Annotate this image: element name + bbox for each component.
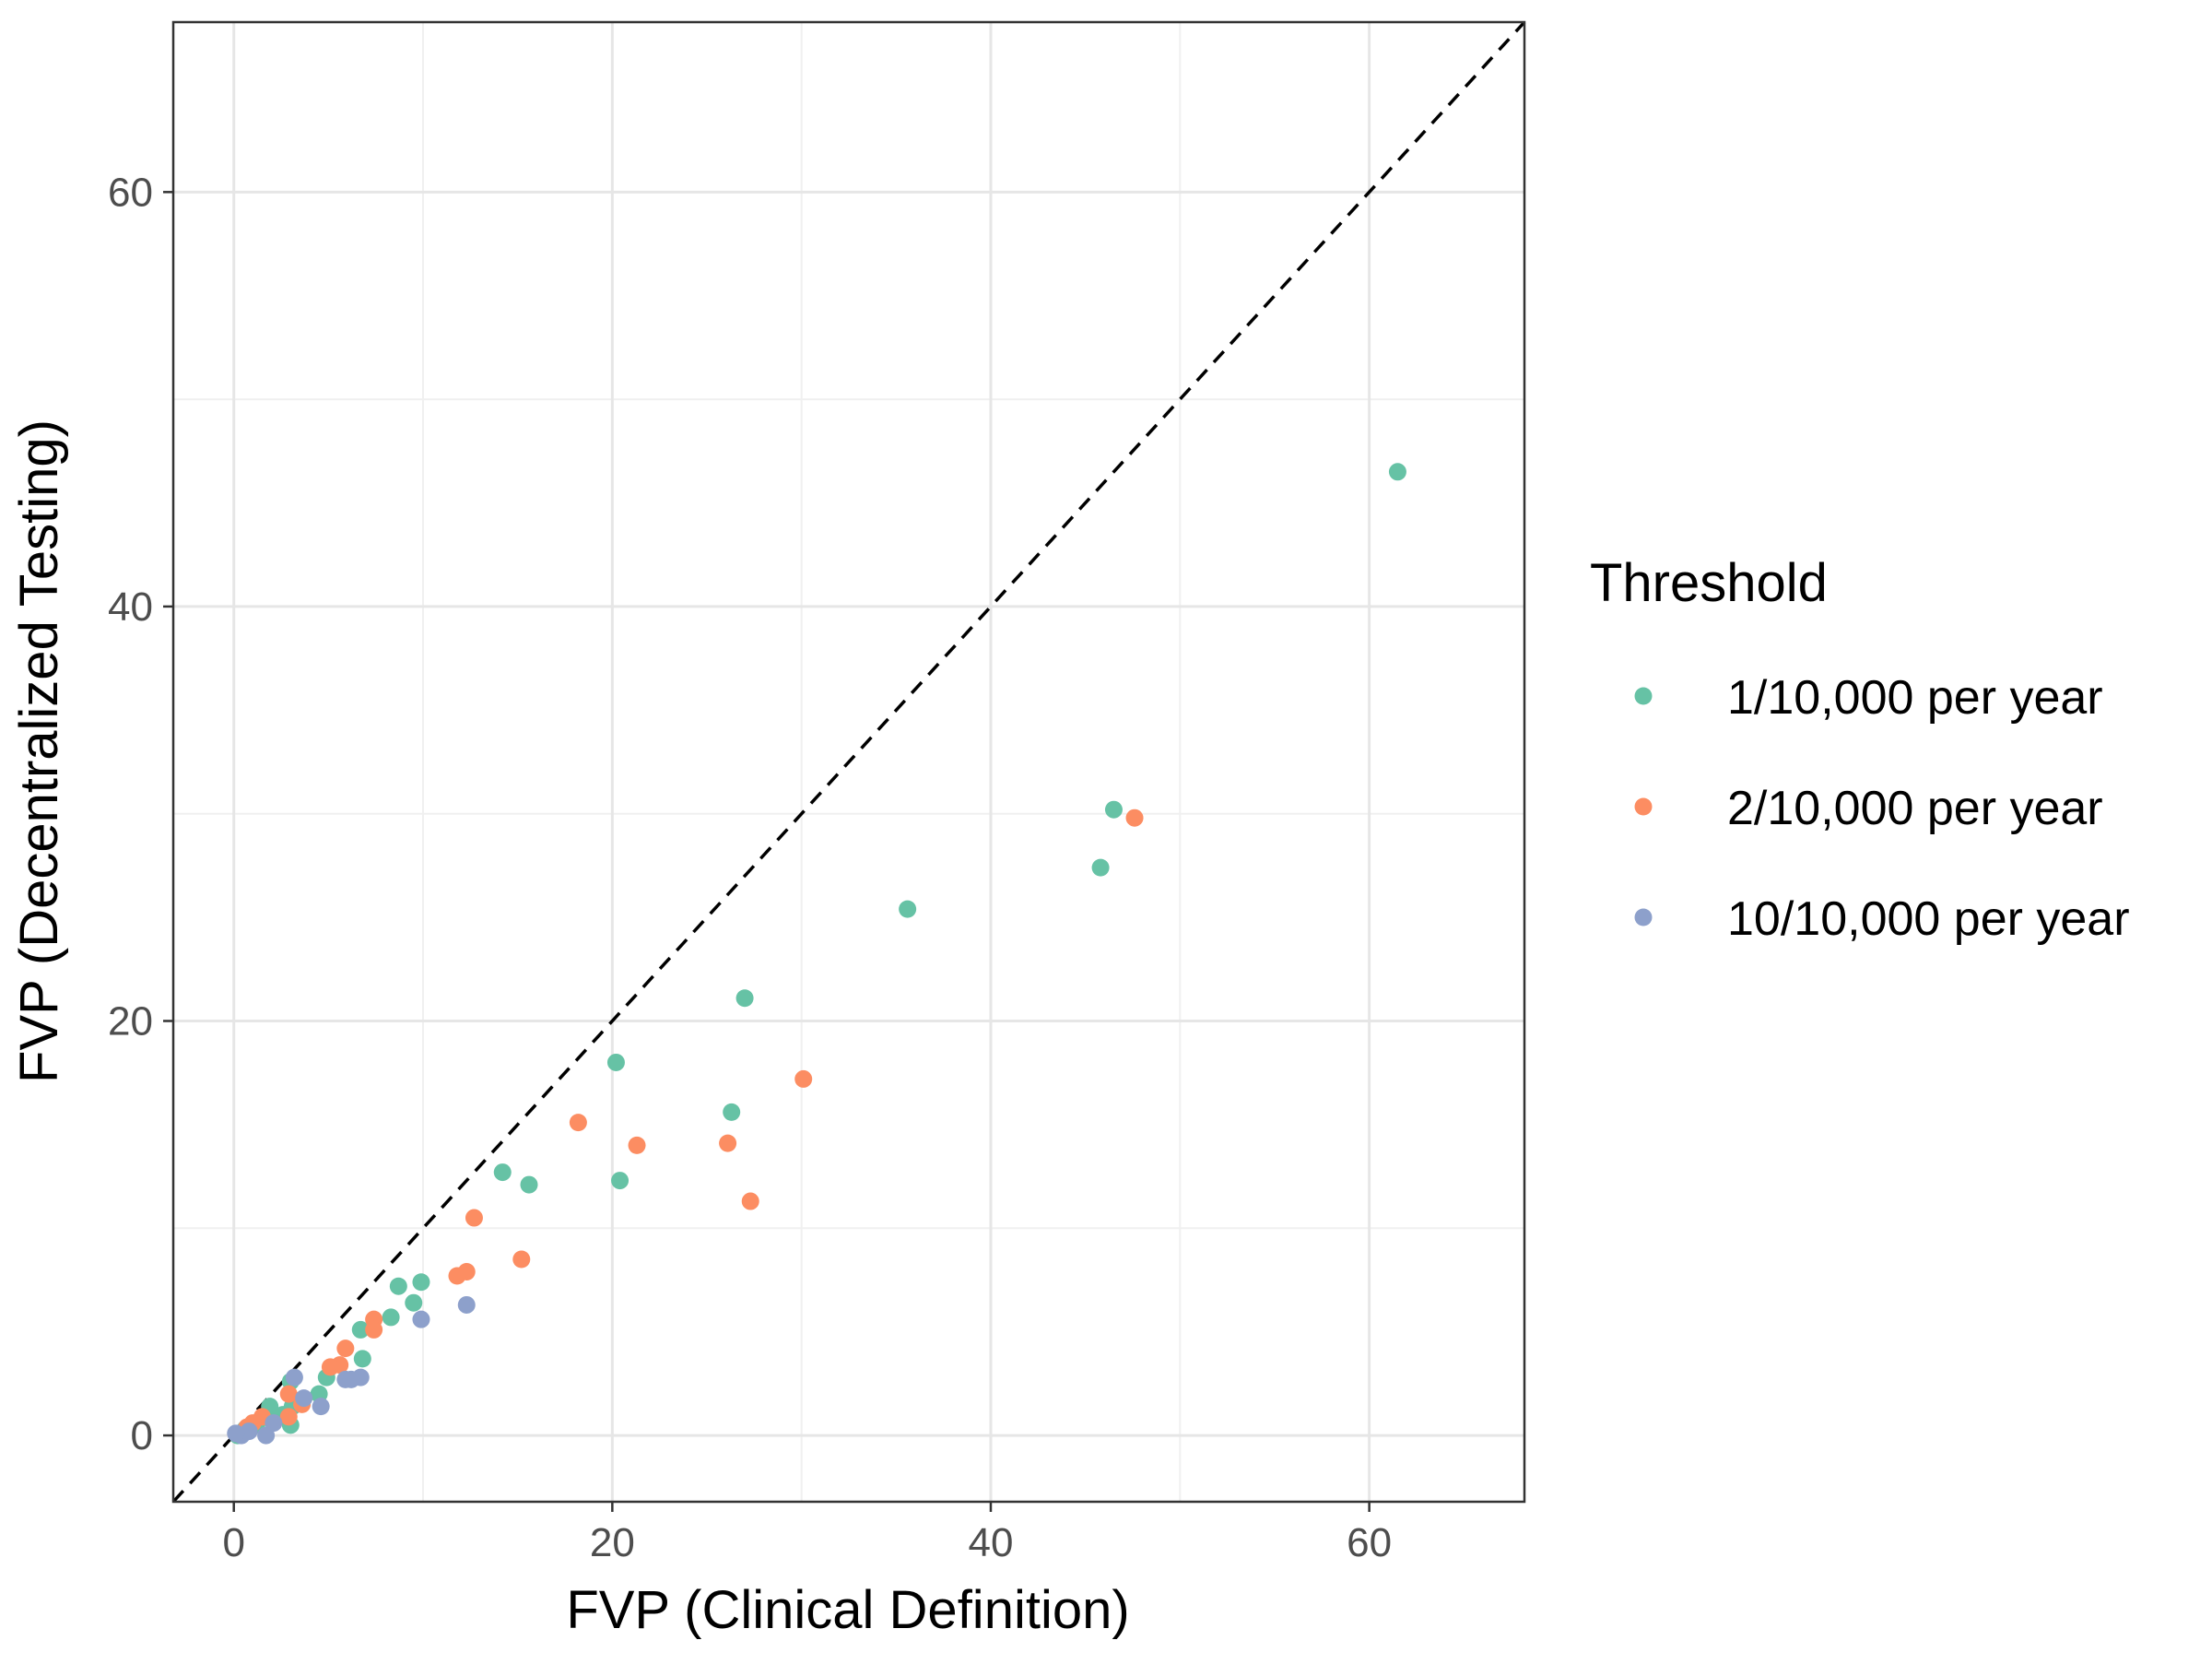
y-tick-label: 0	[131, 1413, 153, 1458]
panel-border	[171, 20, 1526, 1504]
data-point	[351, 1320, 370, 1339]
data-point	[1104, 800, 1123, 819]
legend-key	[1634, 908, 1653, 926]
legend-key	[1634, 797, 1653, 816]
x-axis-ticks: 0 20 40 60	[222, 1502, 1392, 1565]
data-point	[723, 1103, 741, 1121]
data-point	[342, 1370, 360, 1388]
data-point	[321, 1358, 339, 1376]
legend-label: 10/10,000 per year	[1727, 892, 2130, 946]
x-tick-label: 60	[1347, 1520, 1392, 1565]
data-point	[295, 1389, 313, 1408]
panel-frame	[171, 20, 1526, 1504]
data-point	[719, 1134, 737, 1152]
data-point	[611, 1172, 629, 1190]
data-point	[569, 1114, 587, 1132]
data-point	[1388, 463, 1406, 481]
x-axis-label: FVP (Clinical Definition)	[566, 1580, 1129, 1640]
data-point	[794, 1069, 813, 1088]
data-point	[279, 1385, 298, 1403]
identity-reference-line	[171, 20, 1526, 1504]
data-point	[257, 1426, 276, 1445]
data-point	[465, 1209, 483, 1227]
data-point	[899, 900, 917, 918]
minor-gridlines	[173, 22, 1524, 1502]
legend-title: Threshold	[1590, 553, 1828, 613]
legend-key	[1634, 687, 1653, 705]
data-point	[312, 1398, 330, 1416]
legend-items: 1/10,000 per year 2/10,000 per year 10/10,…	[1634, 671, 2130, 946]
data-point	[382, 1308, 400, 1327]
data-points	[227, 463, 1406, 1445]
data-point	[606, 1053, 625, 1071]
legend-label: 2/10,000 per year	[1727, 782, 2103, 835]
data-point	[279, 1408, 298, 1426]
data-point	[448, 1267, 466, 1285]
y-tick-label: 20	[108, 998, 153, 1044]
data-point	[735, 989, 754, 1008]
data-point	[412, 1310, 430, 1328]
data-point	[741, 1192, 759, 1210]
data-point	[1125, 808, 1144, 827]
data-point	[227, 1424, 245, 1443]
data-point	[353, 1350, 371, 1368]
data-point	[457, 1295, 476, 1314]
legend: Threshold 1/10,000 per year 2/10,000 per …	[1590, 553, 2130, 946]
data-point	[405, 1293, 423, 1312]
data-point	[1091, 858, 1110, 877]
legend-label: 1/10,000 per year	[1727, 671, 2103, 725]
identity-line	[171, 20, 1526, 1504]
y-axis-label: FVP (Decentralized Testing)	[9, 419, 69, 1083]
x-tick-label: 0	[222, 1520, 244, 1565]
data-point	[365, 1320, 383, 1339]
major-gridlines	[173, 22, 1524, 1502]
x-tick-label: 20	[590, 1520, 635, 1565]
data-point	[412, 1273, 430, 1292]
y-tick-label: 60	[108, 170, 153, 215]
data-point	[285, 1368, 303, 1387]
data-point	[520, 1175, 538, 1194]
y-tick-label: 40	[108, 584, 153, 630]
data-point	[493, 1163, 512, 1182]
y-axis-ticks: 0 20 40 60	[108, 170, 173, 1458]
data-point	[389, 1277, 407, 1295]
data-point	[512, 1250, 531, 1269]
x-tick-label: 40	[969, 1520, 1014, 1565]
data-point	[628, 1136, 646, 1154]
data-point	[336, 1339, 355, 1358]
